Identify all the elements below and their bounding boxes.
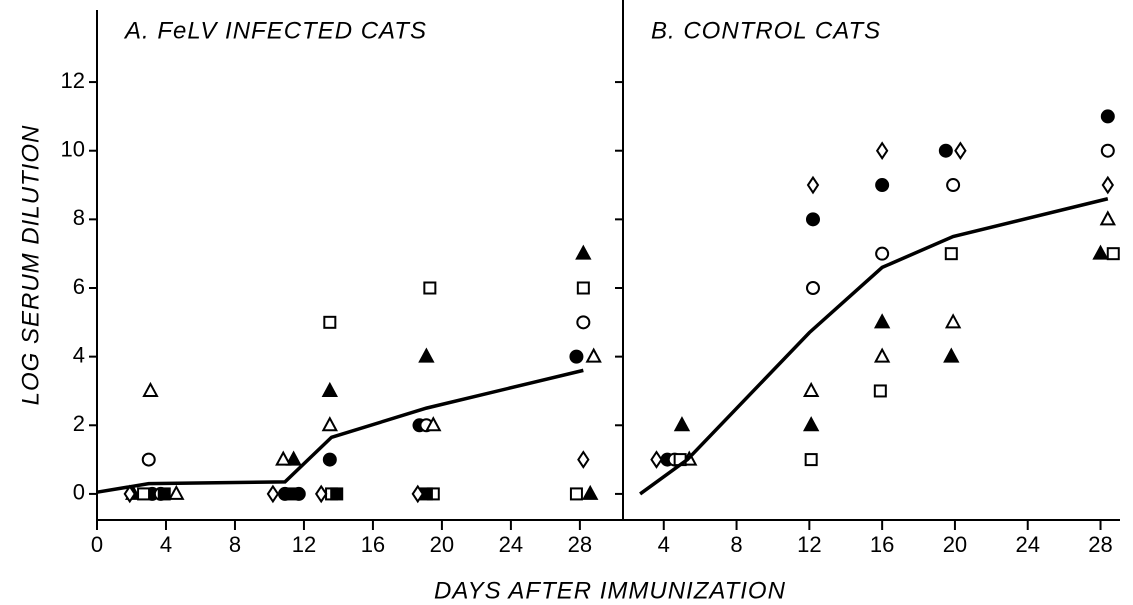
- panel-title: A. FeLV INFECTED CATS: [123, 17, 427, 44]
- marker: [321, 381, 338, 397]
- marker: [425, 416, 442, 432]
- panel-title: B. CONTROL CATS: [651, 17, 881, 44]
- marker: [142, 381, 159, 397]
- marker: [873, 384, 887, 398]
- marker: [804, 453, 818, 467]
- marker: [582, 484, 599, 500]
- marker: [802, 416, 820, 432]
- marker: [576, 281, 590, 295]
- y-tick-label: 2: [73, 411, 85, 436]
- marker: [330, 487, 344, 501]
- marker: [569, 487, 583, 501]
- marker: [802, 381, 820, 397]
- x-tick-label: 12: [797, 532, 821, 557]
- x-tick-label: 16: [870, 532, 894, 557]
- marker: [1106, 247, 1120, 261]
- y-axis-label: LOG SERUM DILUTION: [17, 125, 44, 406]
- marker: [673, 416, 691, 432]
- marker: [1100, 109, 1115, 124]
- marker: [157, 487, 171, 501]
- marker: [266, 484, 280, 504]
- y-tick-label: 4: [73, 342, 85, 367]
- y-tick-label: 8: [73, 205, 85, 230]
- marker: [873, 347, 891, 363]
- marker: [569, 349, 584, 364]
- x-tick-label: 24: [1015, 532, 1039, 557]
- y-tick-label: 10: [61, 137, 85, 162]
- mean-line: [639, 197, 1109, 496]
- marker: [423, 281, 437, 295]
- marker: [944, 247, 958, 261]
- marker: [875, 178, 890, 193]
- marker: [168, 484, 185, 500]
- x-tick-label: 24: [499, 532, 523, 557]
- marker: [938, 143, 953, 158]
- marker: [875, 141, 889, 161]
- mean-line: [96, 368, 584, 494]
- x-tick-label: 4: [160, 532, 172, 557]
- x-tick-label: 4: [658, 532, 670, 557]
- x-tick-label: 16: [361, 532, 385, 557]
- marker: [123, 484, 136, 504]
- y-tick-label: 12: [61, 68, 85, 93]
- marker: [321, 416, 338, 432]
- x-axis-label: DAYS AFTER IMMUNIZATION: [434, 577, 786, 604]
- marker: [1099, 210, 1116, 226]
- marker: [943, 347, 960, 363]
- marker: [285, 450, 302, 466]
- marker: [954, 141, 967, 161]
- marker: [944, 313, 962, 329]
- marker: [418, 347, 435, 363]
- marker: [1100, 143, 1115, 158]
- marker: [1101, 175, 1115, 195]
- marker: [323, 315, 337, 329]
- x-tick-label: 0: [91, 532, 103, 557]
- x-tick-label: 20: [943, 532, 967, 557]
- marker: [322, 452, 337, 467]
- marker: [283, 487, 297, 501]
- marker: [805, 212, 820, 227]
- x-tick-label: 8: [229, 532, 241, 557]
- x-tick-label: 20: [430, 532, 454, 557]
- x-tick-label: 8: [730, 532, 742, 557]
- marker: [806, 175, 820, 195]
- marker: [585, 347, 602, 363]
- marker: [875, 246, 890, 261]
- marker: [137, 487, 151, 501]
- x-tick-label: 12: [292, 532, 316, 557]
- marker: [411, 484, 424, 504]
- marker: [314, 484, 328, 504]
- marker: [577, 450, 590, 469]
- marker: [575, 244, 592, 260]
- y-tick-label: 0: [73, 480, 85, 505]
- marker: [141, 452, 156, 467]
- marker: [576, 315, 591, 330]
- marker: [275, 450, 292, 466]
- x-tick-label: 28: [1088, 532, 1112, 557]
- marker: [805, 280, 820, 295]
- marker: [946, 178, 961, 193]
- y-tick-label: 6: [73, 274, 85, 299]
- x-tick-label: 28: [568, 532, 592, 557]
- marker: [1092, 244, 1109, 260]
- marker: [650, 450, 663, 469]
- marker: [873, 313, 891, 329]
